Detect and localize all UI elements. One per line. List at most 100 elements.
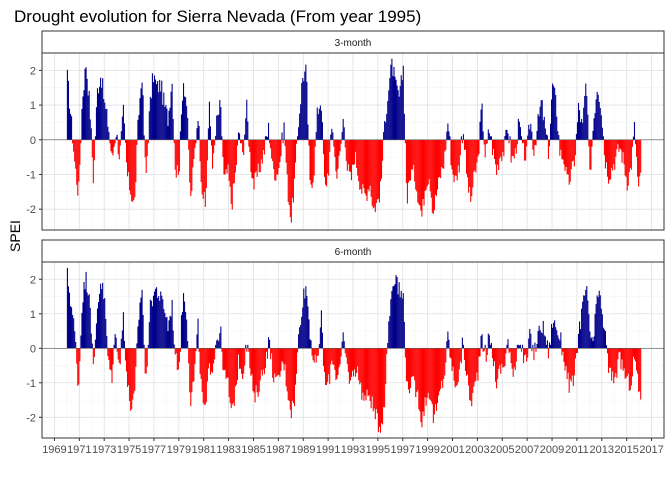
bar bbox=[290, 139, 292, 223]
bar bbox=[116, 134, 118, 140]
bar bbox=[511, 139, 513, 157]
bar bbox=[332, 132, 334, 140]
bar bbox=[378, 139, 381, 203]
bar bbox=[124, 139, 127, 143]
bar bbox=[599, 108, 601, 140]
bar bbox=[131, 348, 133, 410]
bar bbox=[130, 348, 132, 411]
bar bbox=[490, 136, 492, 140]
bar bbox=[150, 98, 152, 140]
bar bbox=[588, 314, 590, 349]
bar bbox=[389, 316, 391, 349]
bar bbox=[424, 139, 426, 191]
bar bbox=[281, 348, 283, 362]
bar bbox=[416, 139, 418, 192]
bar bbox=[210, 139, 213, 146]
bar bbox=[187, 341, 189, 349]
bar bbox=[519, 344, 521, 349]
bar bbox=[541, 100, 543, 140]
bar bbox=[133, 348, 135, 394]
bar bbox=[172, 118, 174, 140]
bar bbox=[525, 139, 527, 161]
bar bbox=[414, 139, 416, 182]
bar bbox=[578, 110, 581, 140]
bar bbox=[555, 95, 557, 140]
bar bbox=[111, 348, 113, 383]
bar bbox=[465, 348, 468, 376]
bar bbox=[455, 139, 457, 176]
y-tick-label: 1 bbox=[30, 100, 36, 112]
bar bbox=[620, 139, 622, 150]
bar bbox=[228, 348, 230, 398]
bar bbox=[383, 132, 385, 140]
bar bbox=[158, 92, 160, 140]
bar bbox=[429, 139, 431, 192]
bar bbox=[204, 139, 206, 207]
bar bbox=[422, 139, 424, 199]
bar bbox=[468, 348, 470, 386]
bar bbox=[307, 124, 309, 140]
bar bbox=[255, 139, 257, 172]
bar bbox=[230, 139, 232, 204]
bar bbox=[265, 348, 268, 352]
bar bbox=[581, 308, 583, 349]
bar bbox=[588, 139, 590, 147]
bar bbox=[96, 308, 99, 349]
bar bbox=[432, 139, 434, 215]
bar bbox=[107, 348, 109, 357]
bar bbox=[147, 344, 149, 349]
bar bbox=[200, 139, 202, 182]
bar bbox=[462, 344, 464, 349]
bar bbox=[532, 344, 534, 349]
bar bbox=[561, 348, 563, 356]
x-axis: 1969 1971 1973 1975 1977 1979 1981 1983 1985 1987… bbox=[42, 438, 664, 456]
bar bbox=[68, 292, 71, 349]
bar bbox=[248, 139, 250, 147]
bar bbox=[329, 348, 331, 384]
bar bbox=[499, 139, 501, 159]
bar bbox=[462, 134, 464, 140]
bar bbox=[620, 348, 622, 370]
bar bbox=[552, 327, 554, 349]
bar bbox=[505, 129, 507, 140]
bar bbox=[531, 348, 533, 352]
bar bbox=[414, 348, 416, 381]
bar bbox=[289, 348, 291, 410]
bar bbox=[263, 348, 265, 375]
bar bbox=[625, 348, 627, 378]
bar bbox=[474, 139, 476, 171]
bar bbox=[435, 139, 438, 196]
bar bbox=[585, 289, 587, 349]
bar bbox=[624, 139, 626, 176]
bar bbox=[351, 348, 354, 371]
bar bbox=[162, 299, 164, 349]
bar bbox=[191, 348, 193, 393]
bar bbox=[465, 139, 468, 174]
bar bbox=[299, 113, 301, 140]
bar bbox=[525, 348, 527, 355]
bar bbox=[479, 121, 481, 140]
bar bbox=[602, 136, 604, 140]
y-tick-label: 2 bbox=[30, 274, 36, 286]
bar bbox=[109, 348, 111, 370]
bar bbox=[292, 348, 294, 404]
bar bbox=[269, 139, 271, 144]
bar bbox=[85, 67, 87, 140]
bar bbox=[636, 348, 638, 371]
bar bbox=[585, 83, 587, 140]
bar bbox=[89, 119, 91, 140]
bar bbox=[420, 348, 422, 423]
bar bbox=[332, 348, 334, 365]
bar bbox=[322, 348, 325, 367]
bar bbox=[524, 139, 526, 161]
bar bbox=[274, 348, 276, 374]
bar bbox=[76, 139, 78, 185]
bar bbox=[604, 139, 606, 169]
bar bbox=[138, 319, 140, 349]
bar bbox=[265, 136, 268, 140]
bar bbox=[553, 85, 555, 140]
bar bbox=[461, 337, 463, 349]
bar bbox=[178, 348, 180, 363]
bar bbox=[200, 348, 202, 379]
bar bbox=[388, 90, 390, 140]
